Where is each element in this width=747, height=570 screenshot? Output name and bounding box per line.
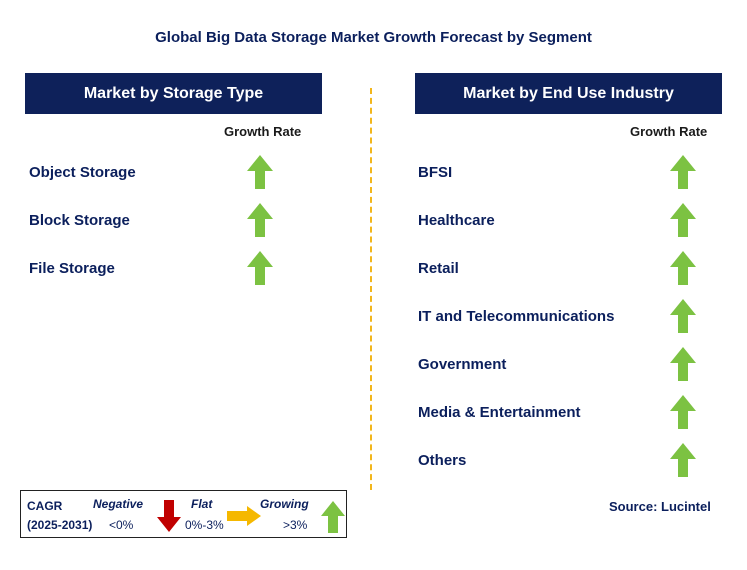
trend-indicator	[670, 443, 696, 477]
segment-label: BFSI	[418, 163, 453, 181]
list-item: File Storage	[29, 250, 115, 286]
legend-growing-range: >3%	[283, 518, 308, 532]
segment-label: Block Storage	[29, 211, 130, 229]
segment-label: Others	[418, 451, 467, 469]
arrow-right-icon	[227, 506, 261, 526]
list-item: Others	[418, 442, 466, 478]
trend-indicator	[247, 203, 273, 237]
end-use-header: Market by End Use Industry	[415, 73, 722, 114]
end-use-growth-label: Growth Rate	[630, 124, 708, 139]
legend-growing-label: Growing	[260, 497, 309, 511]
list-item: Government	[418, 346, 506, 382]
arrow-up-icon	[670, 251, 696, 285]
arrow-up-icon	[670, 395, 696, 429]
arrow-up-icon	[670, 443, 696, 477]
segment-label: IT and Telecommunications	[418, 307, 615, 325]
segment-label: Object Storage	[29, 163, 136, 181]
legend-cagr-label: CAGR	[27, 499, 63, 513]
panel-divider	[370, 88, 372, 490]
arrow-up-icon	[670, 155, 696, 189]
legend-period: (2025-2031)	[27, 518, 93, 532]
arrow-up-icon	[247, 155, 273, 189]
trend-indicator	[670, 251, 696, 285]
arrow-up-icon	[670, 203, 696, 237]
source-note: Source: Lucintel	[609, 499, 711, 514]
cagr-legend: CAGR (2025-2031) Negative <0% Flat 0%-3%…	[20, 490, 347, 538]
list-item: Healthcare	[418, 202, 495, 238]
trend-indicator	[670, 155, 696, 189]
page-title: Global Big Data Storage Market Growth Fo…	[155, 29, 592, 46]
segment-label: Media & Entertainment	[418, 403, 581, 421]
arrow-up-icon	[670, 299, 696, 333]
segment-label: Government	[418, 355, 507, 373]
storage-type-growth-label: Growth Rate	[224, 124, 302, 139]
segment-label: File Storage	[29, 259, 115, 277]
list-item: Retail	[418, 250, 459, 286]
storage-type-header: Market by Storage Type	[25, 73, 322, 114]
trend-indicator	[670, 299, 696, 333]
trend-indicator	[670, 203, 696, 237]
trend-indicator	[247, 251, 273, 285]
list-item: IT and Telecommunications	[418, 298, 614, 334]
arrow-up-icon	[670, 347, 696, 381]
segment-label: Retail	[418, 259, 459, 277]
list-item: BFSI	[418, 154, 452, 190]
arrow-up-icon	[247, 251, 273, 285]
list-item: Block Storage	[29, 202, 130, 238]
segment-label: Healthcare	[418, 211, 495, 229]
legend-flat-range: 0%-3%	[185, 518, 224, 532]
arrow-up-icon	[321, 501, 345, 533]
list-item: Object Storage	[29, 154, 136, 190]
list-item: Media & Entertainment	[418, 394, 581, 430]
legend-negative-label: Negative	[93, 497, 144, 511]
legend-negative-range: <0%	[109, 518, 134, 532]
trend-indicator	[247, 155, 273, 189]
arrow-down-icon	[157, 500, 181, 532]
legend-flat-label: Flat	[191, 497, 213, 511]
trend-indicator	[670, 347, 696, 381]
trend-indicator	[670, 395, 696, 429]
arrow-up-icon	[247, 203, 273, 237]
